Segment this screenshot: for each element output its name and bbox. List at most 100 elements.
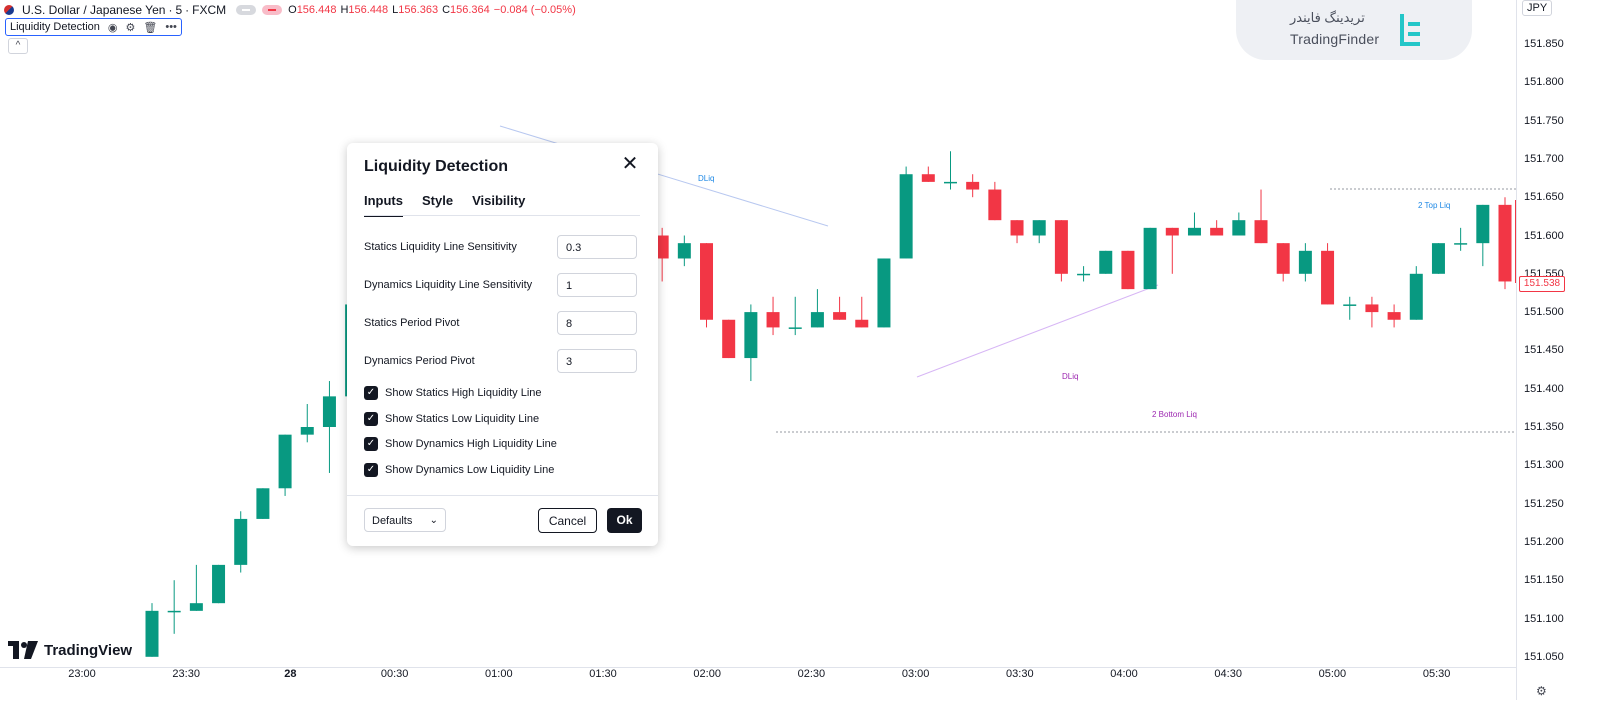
ok-button[interactable]: Ok	[607, 508, 642, 533]
tab-inputs[interactable]: Inputs	[364, 193, 403, 217]
time-axis-label: 23:00	[68, 668, 96, 680]
statics-high-label: Show Statics High Liquidity Line	[385, 387, 542, 399]
bullish-candle	[278, 434, 292, 489]
price-axis-label: 151.250	[1524, 497, 1564, 510]
time-axis-label: 04:00	[1110, 668, 1138, 680]
bearish-candle	[1498, 204, 1512, 282]
price-chart[interactable]: DLiq DLiq 2 Top Liq 2 Bottom Liq	[0, 0, 1516, 667]
price-axis-label: 151.350	[1524, 421, 1564, 433]
dliq-lower-label: DLiq	[1062, 372, 1078, 381]
statics-high-checkbox[interactable]: ✓	[364, 386, 378, 400]
bearish-candle	[1321, 250, 1335, 305]
more-icon[interactable]: •••	[165, 21, 177, 33]
settings-icon[interactable]: ⚙	[125, 21, 136, 34]
dliq-lower-line	[916, 284, 1159, 378]
footer-divider	[347, 495, 658, 496]
time-axis-label: 23:30	[172, 668, 200, 680]
bearish-candle	[1010, 220, 1024, 236]
statics-pivot-input[interactable]: 8	[557, 311, 637, 335]
bullish-candle	[899, 174, 913, 259]
statics-sensitivity-input[interactable]: 0.3	[557, 235, 637, 259]
bearish-candle	[1210, 227, 1224, 236]
bullish-candle	[677, 243, 691, 259]
bullish-candle	[1143, 227, 1157, 290]
time-axis[interactable]	[0, 667, 1516, 701]
bullish-candle	[1077, 273, 1091, 276]
statics-low-checkbox[interactable]: ✓	[364, 412, 378, 426]
statics-sensitivity-label: Statics Liquidity Line Sensitivity	[364, 241, 517, 253]
statics-low-label: Show Statics Low Liquidity Line	[385, 413, 540, 425]
cancel-button[interactable]: Cancel	[538, 508, 597, 533]
bullish-candle	[1099, 250, 1113, 274]
time-axis-label: 02:00	[693, 668, 721, 680]
tab-visibility[interactable]: Visibility	[472, 193, 526, 208]
bullish-candle	[256, 488, 270, 519]
dynamics-sensitivity-input[interactable]: 1	[557, 273, 637, 297]
price-axis-label: 151.500	[1524, 306, 1564, 319]
interval[interactable]: 5	[175, 3, 183, 17]
bullish-candle	[212, 564, 226, 604]
top-liq-label: 2 Top Liq	[1418, 201, 1450, 210]
currency-selector[interactable]: JPY	[1516, 0, 1600, 16]
dynamics-high-label: Show Dynamics High Liquidity Line	[385, 438, 557, 450]
ohlc-close: C156.364	[442, 4, 490, 16]
time-axis-label: 01:30	[589, 668, 617, 680]
price-axis[interactable]	[1516, 0, 1600, 700]
time-axis-label: 01:00	[485, 668, 513, 680]
dynamics-high-checkbox[interactable]: ✓	[364, 437, 378, 451]
bearish-candle	[1165, 227, 1179, 236]
symbol-header: U.S. Dollar / Japanese Yen · 5 · FXCM O1…	[4, 1, 580, 19]
eye-icon[interactable]: ◉	[107, 21, 118, 34]
price-axis-label: 151.850	[1524, 38, 1564, 50]
bullish-candle	[877, 258, 891, 328]
separator: ·	[185, 3, 190, 17]
bullish-candle	[810, 312, 824, 328]
watermark-fa-text: تریدینگ فایندر	[1290, 10, 1365, 25]
close-icon[interactable]: ✕	[621, 153, 639, 175]
chart-settings-icon[interactable]: ⚙	[1536, 684, 1547, 698]
exchange: FXCM	[192, 3, 227, 17]
price-axis-label: 151.300	[1524, 459, 1564, 472]
dynamics-pivot-input[interactable]: 3	[557, 349, 637, 373]
bearish-candle	[1254, 220, 1268, 244]
bullish-candle	[943, 181, 957, 184]
time-axis-label: 03:00	[901, 668, 930, 680]
tradingfinder-watermark	[1236, 0, 1472, 60]
defaults-label: Defaults	[372, 515, 413, 527]
symbol-name[interactable]: U.S. Dollar / Japanese Yen	[22, 3, 166, 17]
bullish-candle	[1476, 204, 1490, 244]
dialog-tabs: Inputs Style Visibility	[364, 193, 525, 217]
price-change: −0.084 (−0.05%)	[493, 4, 576, 16]
bullish-candle	[1454, 243, 1468, 245]
time-axis-label: 28	[284, 668, 297, 680]
usdjpy-flag-icon	[4, 5, 14, 15]
liquidity-lines	[499, 125, 1516, 433]
collapse-chevron-icon[interactable]: ^	[8, 38, 28, 54]
bearish-candle	[1054, 220, 1068, 274]
bearish-candle	[766, 312, 780, 328]
market-status-icon[interactable]	[236, 5, 257, 15]
tab-style[interactable]: Style	[422, 193, 454, 208]
indicator-settings-dialog: Liquidity Detection ✕ Inputs Style Visib…	[347, 143, 658, 546]
price-axis-label: 151.800	[1524, 76, 1564, 89]
bearish-candle	[655, 235, 669, 259]
bearish-candle	[1387, 312, 1401, 320]
bullish-candle	[1032, 220, 1046, 236]
dynamics-low-checkbox[interactable]: ✓	[364, 463, 378, 477]
tradingview-logo[interactable]: TradingView	[8, 640, 136, 660]
market-closed-icon[interactable]	[262, 5, 283, 15]
bearish-candle	[1365, 304, 1379, 313]
price-axis-label: 151.150	[1524, 574, 1564, 587]
ohlc-open: O156.448	[288, 4, 337, 16]
tab-divider	[364, 215, 640, 216]
tradingfinder-logo-icon	[1400, 14, 1420, 46]
bullish-candle	[189, 603, 203, 611]
price-axis-label: 151.050	[1524, 650, 1564, 663]
time-axis-label: 05:00	[1318, 668, 1347, 680]
indicator-name[interactable]: Liquidity Detection	[10, 21, 100, 33]
indicator-legend[interactable]: Liquidity Detection ◉ ⚙ 🗑 •••	[5, 18, 182, 36]
trash-icon[interactable]: 🗑	[143, 21, 158, 34]
tradingview-mark-icon	[8, 641, 38, 659]
defaults-dropdown[interactable]: Defaults ⌄	[364, 508, 446, 532]
bearish-candle	[988, 189, 1002, 221]
